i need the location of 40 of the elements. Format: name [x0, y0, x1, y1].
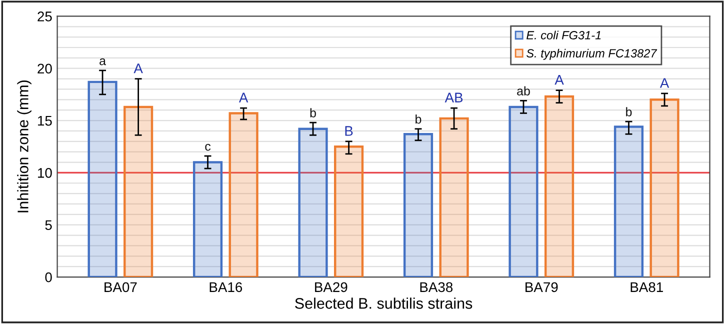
bar [192, 161, 223, 278]
y-tick-label: 15 [38, 116, 52, 126]
y-tick-label: 0 [45, 272, 52, 282]
bar [650, 98, 680, 278]
x-axis-title: Selected B. subtilis strains [295, 298, 472, 309]
bar [228, 112, 258, 278]
bar [334, 146, 364, 278]
annotation: A [660, 78, 670, 88]
bar [403, 132, 434, 278]
annotation: A [134, 64, 143, 74]
y-tick-label: 20 [38, 64, 52, 74]
y-tick-label: 10 [38, 168, 52, 178]
y-axis-title: Inhitition zone (mm) [17, 80, 32, 212]
annotation: AB [444, 92, 463, 102]
bar [124, 106, 154, 278]
annotation: b [626, 107, 632, 116]
annotation: b [416, 114, 422, 124]
annotation: A [238, 92, 248, 102]
annotation: c [205, 144, 211, 151]
legend-label: S. typhimurium FC13827 [526, 48, 658, 60]
bar [614, 126, 644, 278]
annotation: a [100, 58, 106, 66]
bar [508, 106, 538, 278]
x-tick-label: BA81 [630, 282, 663, 292]
x-tick-label: BA38 [420, 282, 453, 292]
x-tick-label: BA29 [315, 282, 348, 292]
annotation: B [345, 126, 353, 136]
y-tick-label: 5 [45, 220, 52, 230]
legend-label: E. coli FG31-1 [526, 30, 601, 40]
y-tick-label: 25 [38, 12, 52, 22]
x-tick-label: BA16 [210, 282, 242, 292]
bar [298, 128, 328, 278]
annotation: A [554, 75, 564, 85]
bar [88, 80, 118, 278]
bar [544, 95, 574, 278]
annotation: ab [517, 86, 530, 96]
annotation: b [310, 108, 316, 118]
bar [439, 117, 469, 278]
x-tick-label: BA07 [104, 282, 137, 292]
x-tick-label: BA79 [526, 282, 558, 292]
